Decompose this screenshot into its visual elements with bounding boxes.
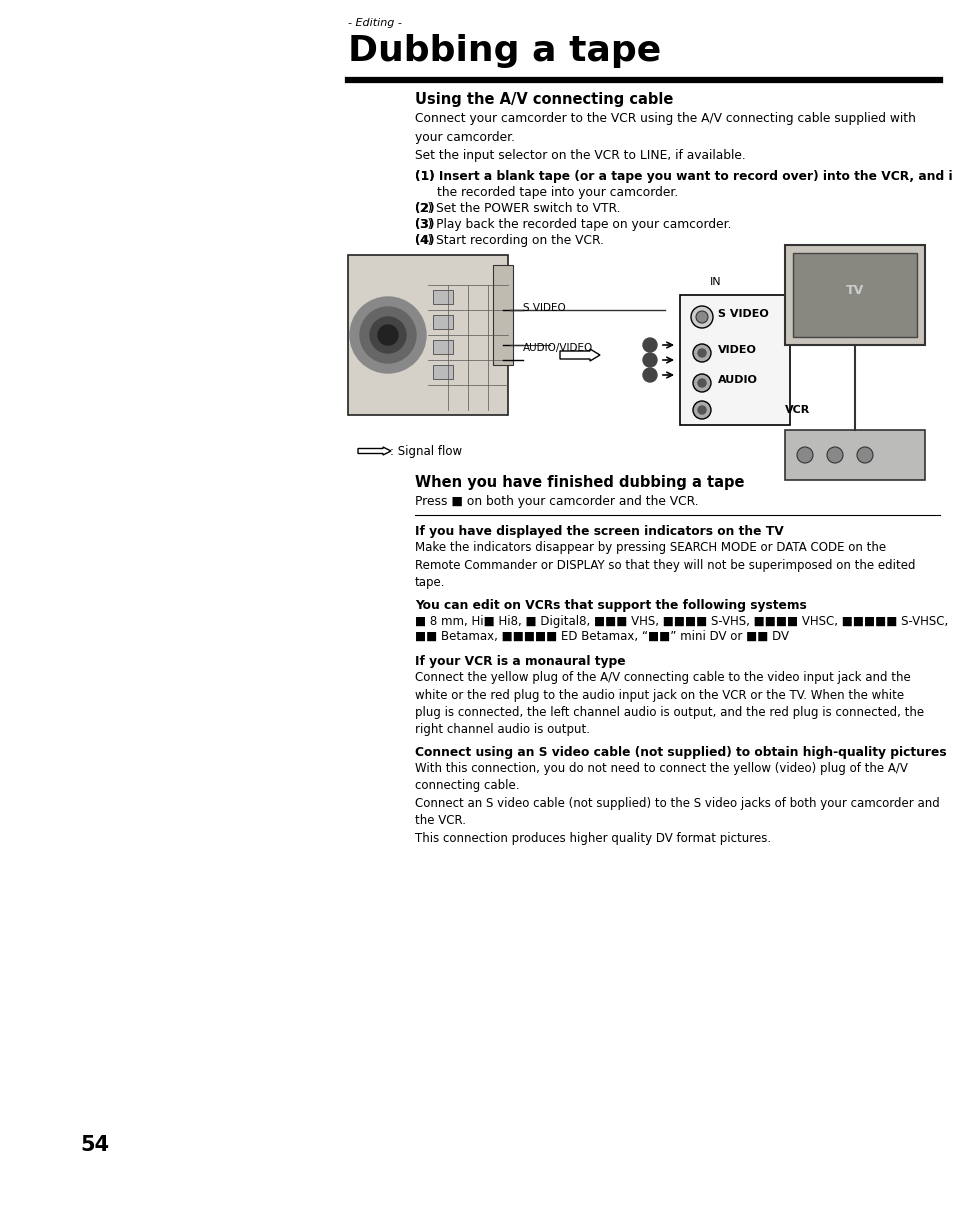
Circle shape <box>370 317 406 352</box>
Text: 54: 54 <box>80 1135 109 1156</box>
Text: (4): (4) <box>415 235 434 247</box>
Text: When you have finished dubbing a tape: When you have finished dubbing a tape <box>415 475 743 490</box>
Circle shape <box>692 402 710 419</box>
FancyArrow shape <box>357 447 391 456</box>
Bar <box>493 265 513 365</box>
Circle shape <box>698 349 705 357</box>
Text: (2) Set the POWER switch to VTR.: (2) Set the POWER switch to VTR. <box>415 201 619 215</box>
Text: (4) Start recording on the VCR.: (4) Start recording on the VCR. <box>415 235 603 247</box>
Bar <box>792 253 916 336</box>
Circle shape <box>642 352 657 367</box>
Text: With this connection, you do not need to connect the yellow (video) plug of the : With this connection, you do not need to… <box>415 763 939 845</box>
Text: (1): (1) <box>415 169 435 183</box>
Circle shape <box>796 447 812 463</box>
Bar <box>784 246 924 345</box>
Text: : Signal flow: : Signal flow <box>390 445 461 458</box>
Text: IN: IN <box>709 278 720 287</box>
Bar <box>433 365 453 379</box>
Text: If your VCR is a monaural type: If your VCR is a monaural type <box>415 655 625 668</box>
Bar <box>348 255 507 415</box>
Text: AUDIO: AUDIO <box>718 375 757 386</box>
Text: the recorded tape into your camcorder.: the recorded tape into your camcorder. <box>436 185 678 199</box>
Text: Press ■ on both your camcorder and the VCR.: Press ■ on both your camcorder and the V… <box>415 495 698 508</box>
Text: AUDIO/VIDEO: AUDIO/VIDEO <box>522 343 593 352</box>
Text: (3): (3) <box>415 219 434 231</box>
Circle shape <box>377 325 397 345</box>
Text: S VIDEO: S VIDEO <box>522 303 565 313</box>
Text: S VIDEO: S VIDEO <box>718 309 768 319</box>
Text: Dubbing a tape: Dubbing a tape <box>348 34 660 68</box>
Circle shape <box>692 375 710 392</box>
Circle shape <box>826 447 842 463</box>
Bar <box>433 340 453 354</box>
Bar <box>433 316 453 329</box>
Text: VCR: VCR <box>784 405 809 415</box>
FancyArrow shape <box>559 349 599 361</box>
Text: Using the A/V connecting cable: Using the A/V connecting cable <box>415 92 673 107</box>
Circle shape <box>642 338 657 352</box>
Text: ■ 8 mm, Hi■ Hi8, ■ Digital8, ■■■ VHS, ■■■■ S-VHS, ■■■■ VHSC, ■■■■■ S-VHSC,: ■ 8 mm, Hi■ Hi8, ■ Digital8, ■■■ VHS, ■■… <box>415 615 947 628</box>
Circle shape <box>359 307 416 363</box>
Circle shape <box>642 368 657 382</box>
Circle shape <box>690 306 712 328</box>
Text: TV: TV <box>845 284 863 296</box>
Circle shape <box>856 447 872 463</box>
Bar <box>433 290 453 305</box>
Text: ■■ Betamax, ■■■■■ ED Betamax, “■■” mini DV or ■■ DV: ■■ Betamax, ■■■■■ ED Betamax, “■■” mini … <box>415 630 788 643</box>
Circle shape <box>692 344 710 362</box>
Text: Make the indicators disappear by pressing SEARCH MODE or DATA CODE on the
Remote: Make the indicators disappear by pressin… <box>415 542 915 589</box>
Text: (2): (2) <box>415 201 435 215</box>
Text: (1) Insert a blank tape (or a tape you want to record over) into the VCR, and in: (1) Insert a blank tape (or a tape you w… <box>415 169 953 183</box>
Text: You can edit on VCRs that support the following systems: You can edit on VCRs that support the fo… <box>415 599 806 612</box>
Circle shape <box>350 297 426 373</box>
Circle shape <box>698 379 705 387</box>
Circle shape <box>698 406 705 414</box>
Text: Connect the yellow plug of the A/V connecting cable to the video input jack and : Connect the yellow plug of the A/V conne… <box>415 670 923 737</box>
Text: If you have displayed the screen indicators on the TV: If you have displayed the screen indicat… <box>415 526 783 538</box>
Text: (3) Play back the recorded tape on your camcorder.: (3) Play back the recorded tape on your … <box>415 219 731 231</box>
Text: Connect using an S video cable (not supplied) to obtain high-quality pictures: Connect using an S video cable (not supp… <box>415 745 945 759</box>
Bar <box>784 430 924 480</box>
Text: Connect your camcorder to the VCR using the A/V connecting cable supplied with
y: Connect your camcorder to the VCR using … <box>415 112 915 162</box>
Circle shape <box>696 311 707 323</box>
Text: - Editing -: - Editing - <box>348 18 401 28</box>
Text: VIDEO: VIDEO <box>718 345 756 355</box>
Bar <box>679 295 789 425</box>
